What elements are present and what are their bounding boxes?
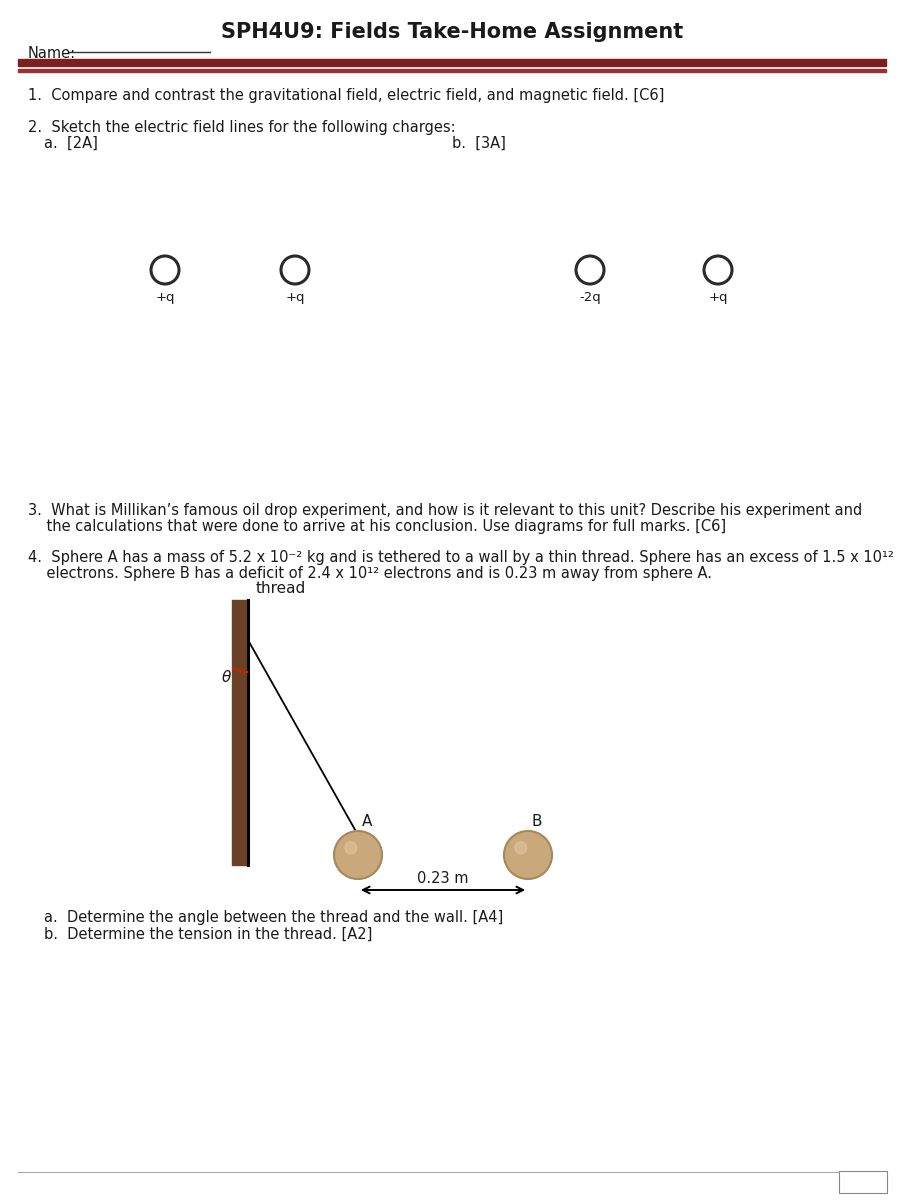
Bar xyxy=(18,68,885,72)
Text: 3.  What is Millikan’s famous oil drop experiment, and how is it relevant to thi: 3. What is Millikan’s famous oil drop ex… xyxy=(28,503,861,518)
Circle shape xyxy=(344,842,357,854)
Text: a.  Determine the angle between the thread and the wall. [A4]: a. Determine the angle between the threa… xyxy=(44,910,503,925)
Text: thread: thread xyxy=(256,581,306,596)
Circle shape xyxy=(504,830,552,878)
Circle shape xyxy=(514,842,526,854)
Text: 1.  Compare and contrast the gravitational field, electric field, and magnetic f: 1. Compare and contrast the gravitationa… xyxy=(28,88,664,103)
Text: θ: θ xyxy=(221,671,230,685)
Text: a.  [2A]: a. [2A] xyxy=(44,136,98,151)
Text: the calculations that were done to arrive at his conclusion. Use diagrams for fu: the calculations that were done to arriv… xyxy=(28,518,725,534)
Text: -2q: -2q xyxy=(579,290,600,304)
Text: b.  Determine the tension in the thread. [A2]: b. Determine the tension in the thread. … xyxy=(44,926,372,942)
Text: +q: +q xyxy=(707,290,727,304)
Circle shape xyxy=(333,830,382,878)
Text: b.  [3A]: b. [3A] xyxy=(452,136,506,151)
Text: 1: 1 xyxy=(858,1176,867,1190)
Text: electrons. Sphere B has a deficit of 2.4 x 10¹² electrons and is 0.23 m away fro: electrons. Sphere B has a deficit of 2.4… xyxy=(28,566,712,581)
Text: 0.23 m: 0.23 m xyxy=(417,871,469,886)
FancyBboxPatch shape xyxy=(838,1171,886,1193)
Text: 4.  Sphere A has a mass of 5.2 x 10⁻² kg and is tethered to a wall by a thin thr: 4. Sphere A has a mass of 5.2 x 10⁻² kg … xyxy=(28,550,893,565)
Text: +q: +q xyxy=(155,290,174,304)
Text: 2.  Sketch the electric field lines for the following charges:: 2. Sketch the electric field lines for t… xyxy=(28,120,455,134)
Text: Name:: Name: xyxy=(28,46,76,61)
Text: +q: +q xyxy=(285,290,304,304)
Bar xyxy=(18,59,885,66)
Text: B: B xyxy=(531,814,542,829)
Text: A: A xyxy=(361,814,372,829)
Bar xyxy=(232,600,247,865)
Text: SPH4U9: Fields Take-Home Assignment: SPH4U9: Fields Take-Home Assignment xyxy=(220,22,683,42)
